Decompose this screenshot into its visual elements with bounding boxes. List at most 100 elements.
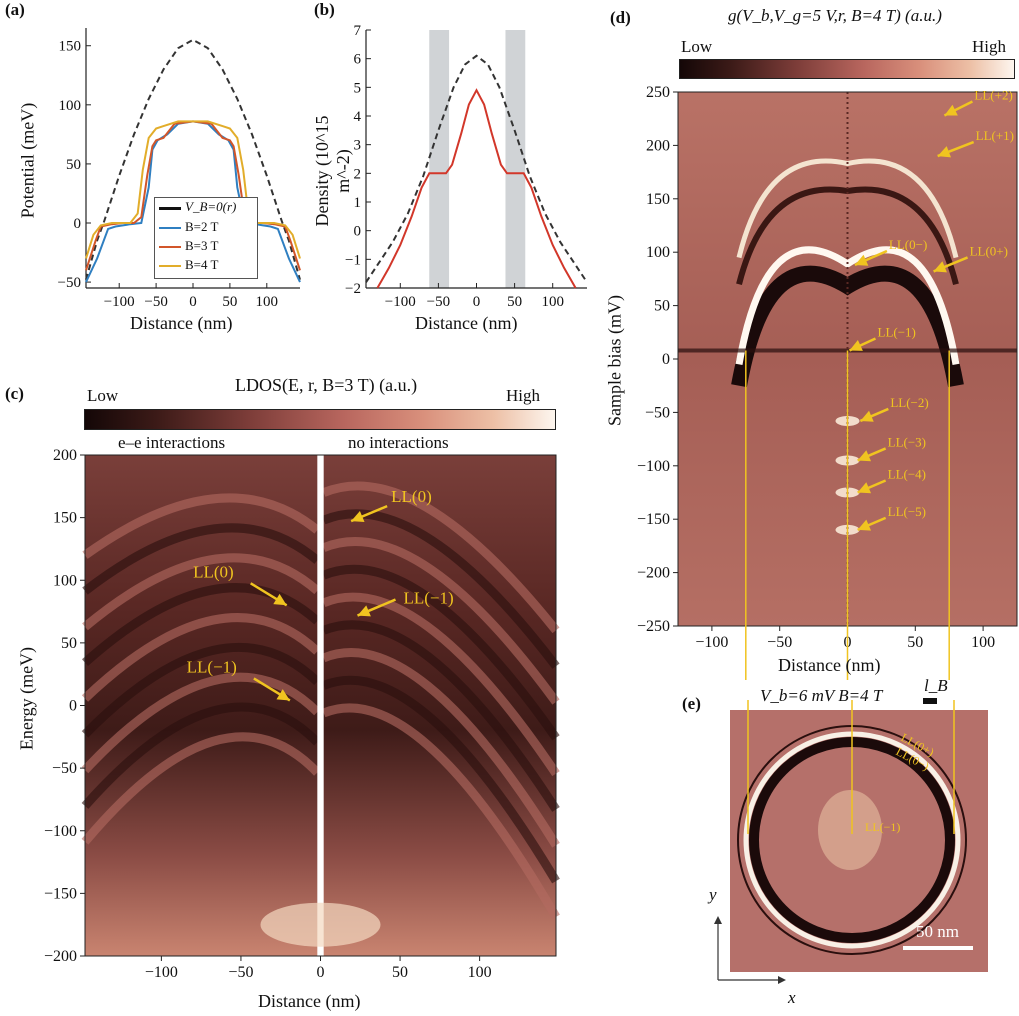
panel-c-colorbar-title: LDOS(E, r, B=3 T) (a.u.) (235, 375, 418, 395)
panel-a-xlabel: Distance (nm) (130, 313, 233, 333)
panel-c-colorbar-high: High (506, 386, 540, 405)
panel-e-label: (e) (682, 694, 701, 713)
panel-b-ylabel: Density (10^15 m^-2) (312, 115, 353, 227)
panel-b-label: (b) (314, 0, 335, 19)
panel-e-axis-x: x (788, 988, 796, 1007)
panel-c-band-right (321, 675, 560, 884)
panel-b-chart: −100 −50 0 50 100 −2 −1 0 1 2 3 4 5 6 7 (345, 23, 588, 310)
legend-b4: B=4 T (185, 257, 219, 272)
panel-c-band-right (321, 509, 560, 669)
panel-d-arrow-8-head (857, 519, 872, 531)
panel-d-ann-4: LL(−1) (878, 324, 916, 339)
panel-c-ytick-label: 50 (61, 635, 77, 652)
legend-b2: B=2 T (185, 219, 219, 234)
panel-c-label: (c) (5, 384, 24, 403)
panel-d-ytick-label: 100 (646, 244, 670, 261)
panel-c-arrow-1-head (273, 593, 287, 606)
panel-a-label: (a) (5, 0, 25, 19)
panel-c-band-left (81, 642, 321, 738)
panel-d-ytick-label: 50 (654, 298, 670, 315)
panel-a-series-3 (85, 120, 301, 259)
panel-c-band-left (81, 732, 321, 845)
panel-c-ann-3: LL(−1) (187, 657, 237, 676)
panel-c-xtick-label: −50 (228, 964, 253, 981)
panel-d-arrow-1-head (937, 146, 951, 158)
panel-c-band-right (321, 648, 560, 848)
panel-c-xtick-label: 50 (392, 964, 408, 981)
panel-b-series-1 (376, 88, 577, 289)
panel-e-image: LL(0+)LL(0−)LL(−1) (714, 700, 988, 984)
panel-d-ytick-label: −250 (637, 618, 670, 635)
panel-d-colorbar (679, 59, 1015, 79)
panel-c-band-right (321, 481, 560, 634)
panel-b-ytick-label: 7 (354, 23, 362, 39)
legend-b3: B=3 T (185, 238, 219, 253)
panel-c-arrow-3-head (276, 689, 290, 701)
panel-d-arrow-3-head (933, 261, 947, 273)
panel-c-xlabel: Distance (nm) (258, 991, 361, 1011)
panel-e-ann-2: LL(−1) (865, 820, 900, 834)
panel-d-dome-dark (731, 265, 964, 388)
panel-b-ytick-label: −1 (345, 252, 361, 268)
panel-d-ann-8: LL(−5) (888, 504, 926, 519)
panel-b-shade-1 (505, 30, 526, 288)
panel-c-ytick-label: 150 (53, 510, 77, 527)
panel-d-ytick-label: −150 (637, 511, 670, 528)
panel-c-band-left (82, 583, 321, 667)
panel-b-ytick-label: 4 (354, 109, 362, 125)
panel-c-ytick-label: 100 (53, 572, 77, 589)
panel-a-xtick-label: 50 (222, 294, 237, 310)
panel-d-xlabel: Distance (nm) (778, 655, 881, 675)
panel-d-ytick-label: 0 (662, 351, 670, 368)
panel-c-band-right (321, 592, 560, 777)
panel-b-xtick-label: 0 (473, 294, 481, 310)
panel-d-ann-3: LL(0+) (970, 243, 1008, 258)
panel-d-ann-5: LL(−2) (890, 395, 928, 410)
legend-vb: V_B=0(r) (185, 199, 237, 214)
panel-b-ytick-label: 1 (354, 195, 362, 211)
panel-d-colorbar-high: High (972, 37, 1006, 56)
panel-d-ytick-label: 150 (646, 191, 670, 208)
panel-c-xtick-label: 0 (317, 964, 325, 981)
panel-d-ann-1: LL(+1) (976, 128, 1014, 143)
panel-d-arrow-6-head (857, 450, 872, 462)
panel-d-ann-7: LL(−4) (888, 467, 926, 482)
legend-swatch-b3 (159, 246, 181, 248)
panel-c-band-left (82, 523, 321, 595)
panel-d-ytick-label: −50 (645, 404, 670, 421)
panel-c-band-left (82, 493, 321, 559)
panel-d-arrow-5-head (860, 410, 874, 422)
panel-c-band-right (321, 564, 560, 741)
panel-c-left-label: e–e interactions (118, 433, 226, 452)
panel-d-ann-0: LL(+2) (974, 87, 1012, 102)
panel-a-series-0 (85, 38, 301, 280)
panel-c-ytick-label: 200 (53, 447, 77, 464)
panel-a-ytick-label: 50 (66, 157, 81, 173)
panel-b-xtick-label: −50 (427, 294, 450, 310)
panel-d-ytick-label: −200 (637, 565, 670, 582)
panel-c-ylabel: Energy (meV) (16, 646, 37, 751)
panel-c-ann-2: LL(−1) (404, 589, 454, 608)
panel-d-ytick-label: 200 (646, 137, 670, 154)
panel-d-ll1-dark (736, 186, 959, 285)
panel-b-ytick-label: 5 (354, 80, 362, 96)
panel-b-ytick-label: 2 (354, 166, 362, 182)
panel-d-arrow-4-head (849, 339, 863, 351)
panel-d-colorbar-title: g(V_b,V_g=5 V,r, B=4 T) (a.u.) (728, 6, 942, 25)
panel-c-ytick-label: −200 (44, 948, 77, 965)
panel-b-series-0 (365, 54, 588, 283)
panel-c-arrow-0-head (351, 510, 365, 523)
panel-c-ytick-label: −50 (52, 760, 77, 777)
panel-e-scalebar-label: 50 nm (916, 922, 959, 941)
panel-b-ytick-label: −2 (345, 281, 361, 297)
panel-d-arrow-2-head (854, 254, 869, 266)
panel-d-xtick-label: 50 (907, 634, 923, 651)
panel-d-ytick-label: −100 (637, 458, 670, 475)
panel-a-ylabel: Potential (meV) (17, 102, 38, 219)
panel-c-divider (317, 455, 324, 956)
panel-a-xtick-label: −100 (104, 294, 135, 310)
panel-c-ann-1: LL(0) (193, 562, 234, 581)
panel-b-xtick-label: 100 (541, 294, 564, 310)
panel-e-lb-bar (923, 698, 937, 704)
panel-a-xtick-label: 100 (256, 294, 279, 310)
